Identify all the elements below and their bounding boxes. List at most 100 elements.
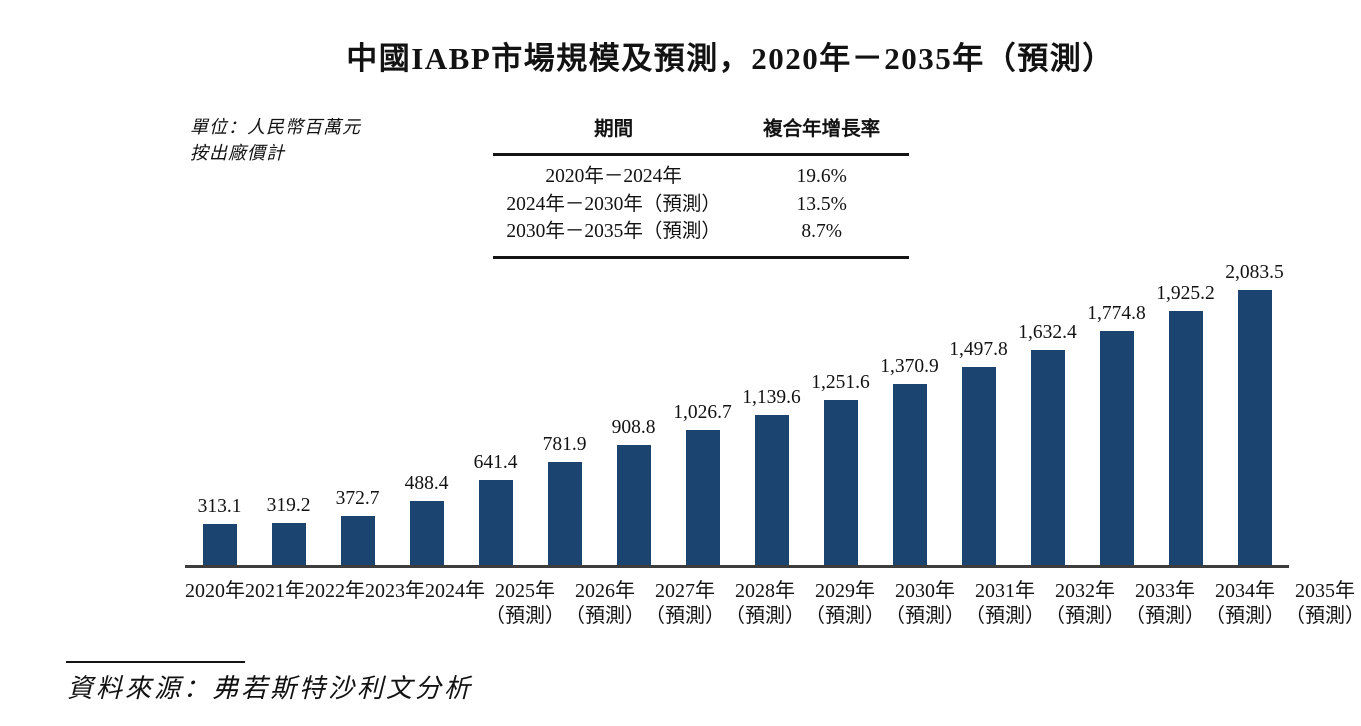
x-tick-year: 2026年 [575,580,635,602]
bar-value-label: 488.4 [404,472,449,494]
cagr-row-rate: 19.6% [796,166,847,187]
cagr-row: 2024年－2030年（預測） 13.5% [493,191,909,219]
x-tick-2030年: 2030年 （預測） [885,579,965,629]
x-tick-forecast-suffix: （預測） [1045,605,1125,627]
x-tick-2027年: 2027年 （預測） [645,579,725,629]
cagr-table-header: 期間 複合年增長率 [493,112,909,156]
bar-column-2033年: 1,774.8 [1082,303,1151,565]
x-tick-year: 2024年 [425,580,485,602]
bar-2024年 [478,480,513,565]
cagr-table: 期間 複合年增長率 2020年－2024年 19.6% 2024年－2030年（… [493,112,909,259]
bar-value-label: 1,139.6 [742,386,801,408]
cagr-row-period: 2030年－2035年（預測） [506,221,721,242]
cagr-row-period: 2020年－2024年 [545,166,682,187]
cagr-row: 2020年－2024年 19.6% [493,163,909,191]
x-tick-year: 2035年 [1295,580,1355,602]
x-tick-2034年: 2034年 （預測） [1205,579,1285,629]
x-axis-labels: 2020年 2021年 2022年 2023年 2024年 2025年 （預測） 2026年 （… [185,579,1361,629]
source-note: 資料來源：弗若斯特沙利文分析 [67,674,474,703]
x-tick-year: 2021年 [245,580,305,602]
unit-label: 單位：人民幣百萬元 按出廠價計 [190,114,361,166]
x-tick-forecast-suffix: （預測） [725,605,805,627]
x-tick-forecast-suffix: （預測） [805,605,885,627]
bar-2031年 [961,367,996,565]
x-tick-forecast-suffix: （預測） [1125,605,1205,627]
bar-column-2026年: 908.8 [599,417,668,565]
x-tick-year: 2028年 [735,580,795,602]
bar-2022年 [340,515,375,565]
x-tick-forecast-suffix: （預測） [1205,605,1285,627]
cagr-row-rate: 13.5% [796,193,847,215]
bar-2028年 [754,414,789,565]
x-tick-forecast-suffix: （預測） [965,605,1045,627]
bar-column-2031年: 1,497.8 [944,339,1013,565]
cagr-header-rate: 複合年增長率 [763,119,881,140]
bar-value-label: 908.8 [611,417,656,438]
x-tick-2026年: 2026年 （預測） [565,579,645,629]
bar-value-label: 1,251.6 [811,371,870,393]
x-tick-year: 2022年 [305,580,365,602]
x-tick-2033年: 2033年 （預測） [1125,579,1205,629]
cagr-row-rate: 8.7% [801,221,842,242]
x-tick-2024年: 2024年 [425,579,485,629]
x-tick-year: 2027年 [655,580,715,602]
x-tick-2023年: 2023年 [365,579,425,629]
unit-line-1: 單位：人民幣百萬元 [190,117,361,137]
cagr-header-period: 期間 [594,119,634,140]
bar-2034年 [1168,310,1203,565]
bar-column-2034年: 1,925.2 [1151,283,1220,565]
cagr-table-body: 2020年－2024年 19.6% 2024年－2030年（預測） 13.5% … [493,156,909,259]
bar-value-label: 1,774.8 [1087,302,1146,324]
x-tick-year: 2029年 [815,580,875,602]
bar-2021年 [271,522,306,565]
bar-value-label: 1,370.9 [880,356,939,378]
bar-column-2024年: 641.4 [461,452,530,565]
x-tick-2028年: 2028年 （預測） [725,579,805,629]
x-tick-forecast-suffix: （預測） [885,605,965,627]
bar-value-label: 1,632.4 [1018,321,1077,343]
bar-2029年 [823,399,858,565]
x-tick-year: 2023年 [365,580,425,602]
x-tick-forecast-suffix: （預測） [1285,605,1361,627]
x-tick-2025年: 2025年 （預測） [485,579,565,629]
x-tick-2021年: 2021年 [245,579,305,629]
bar-2025年 [547,461,582,565]
bar-value-label: 641.4 [473,452,518,474]
bar-column-2029年: 1,251.6 [806,372,875,565]
bar-2033年 [1099,330,1134,565]
x-tick-2031年: 2031年 （預測） [965,579,1045,629]
x-tick-year: 2031年 [975,580,1035,602]
x-tick-forecast-suffix: （預測） [645,605,725,627]
bar-value-label: 1,497.8 [949,339,1008,361]
bar-2032年 [1030,349,1065,565]
bar-2023年 [409,500,444,565]
x-tick-year: 2034年 [1215,580,1275,602]
x-tick-2020年: 2020年 [185,579,245,629]
x-tick-year: 2025年 [495,580,555,602]
x-tick-2032年: 2032年 （預測） [1045,579,1125,629]
x-tick-year: 2033年 [1135,580,1195,602]
bar-column-2030年: 1,370.9 [875,356,944,565]
bar-column-2028年: 1,139.6 [737,387,806,565]
x-tick-year: 2030年 [895,580,955,602]
bar-2026年 [616,445,651,565]
bar-2020年 [202,523,237,565]
unit-line-2: 按出廠價計 [190,143,285,163]
bar-column-2025年: 781.9 [530,434,599,565]
bar-column-2022年: 372.7 [323,488,392,565]
bar-column-2035年: 2,083.5 [1220,262,1289,565]
bar-value-label: 781.9 [542,433,587,455]
bar-value-label: 372.7 [335,487,380,509]
x-tick-year: 2020年 [185,580,245,602]
bar-column-2023年: 488.4 [392,472,461,565]
bar-2027年 [685,429,720,565]
bar-column-2027年: 1,026.7 [668,402,737,565]
bar-value-label: 313.1 [197,495,242,517]
bar-value-label: 319.2 [266,494,311,516]
bar-column-2032年: 1,632.4 [1013,321,1082,565]
bar-2030年 [892,384,927,565]
x-tick-2029年: 2029年 （預測） [805,579,885,629]
bar-value-label: 2,083.5 [1225,262,1284,283]
x-tick-year: 2032年 [1055,580,1115,602]
